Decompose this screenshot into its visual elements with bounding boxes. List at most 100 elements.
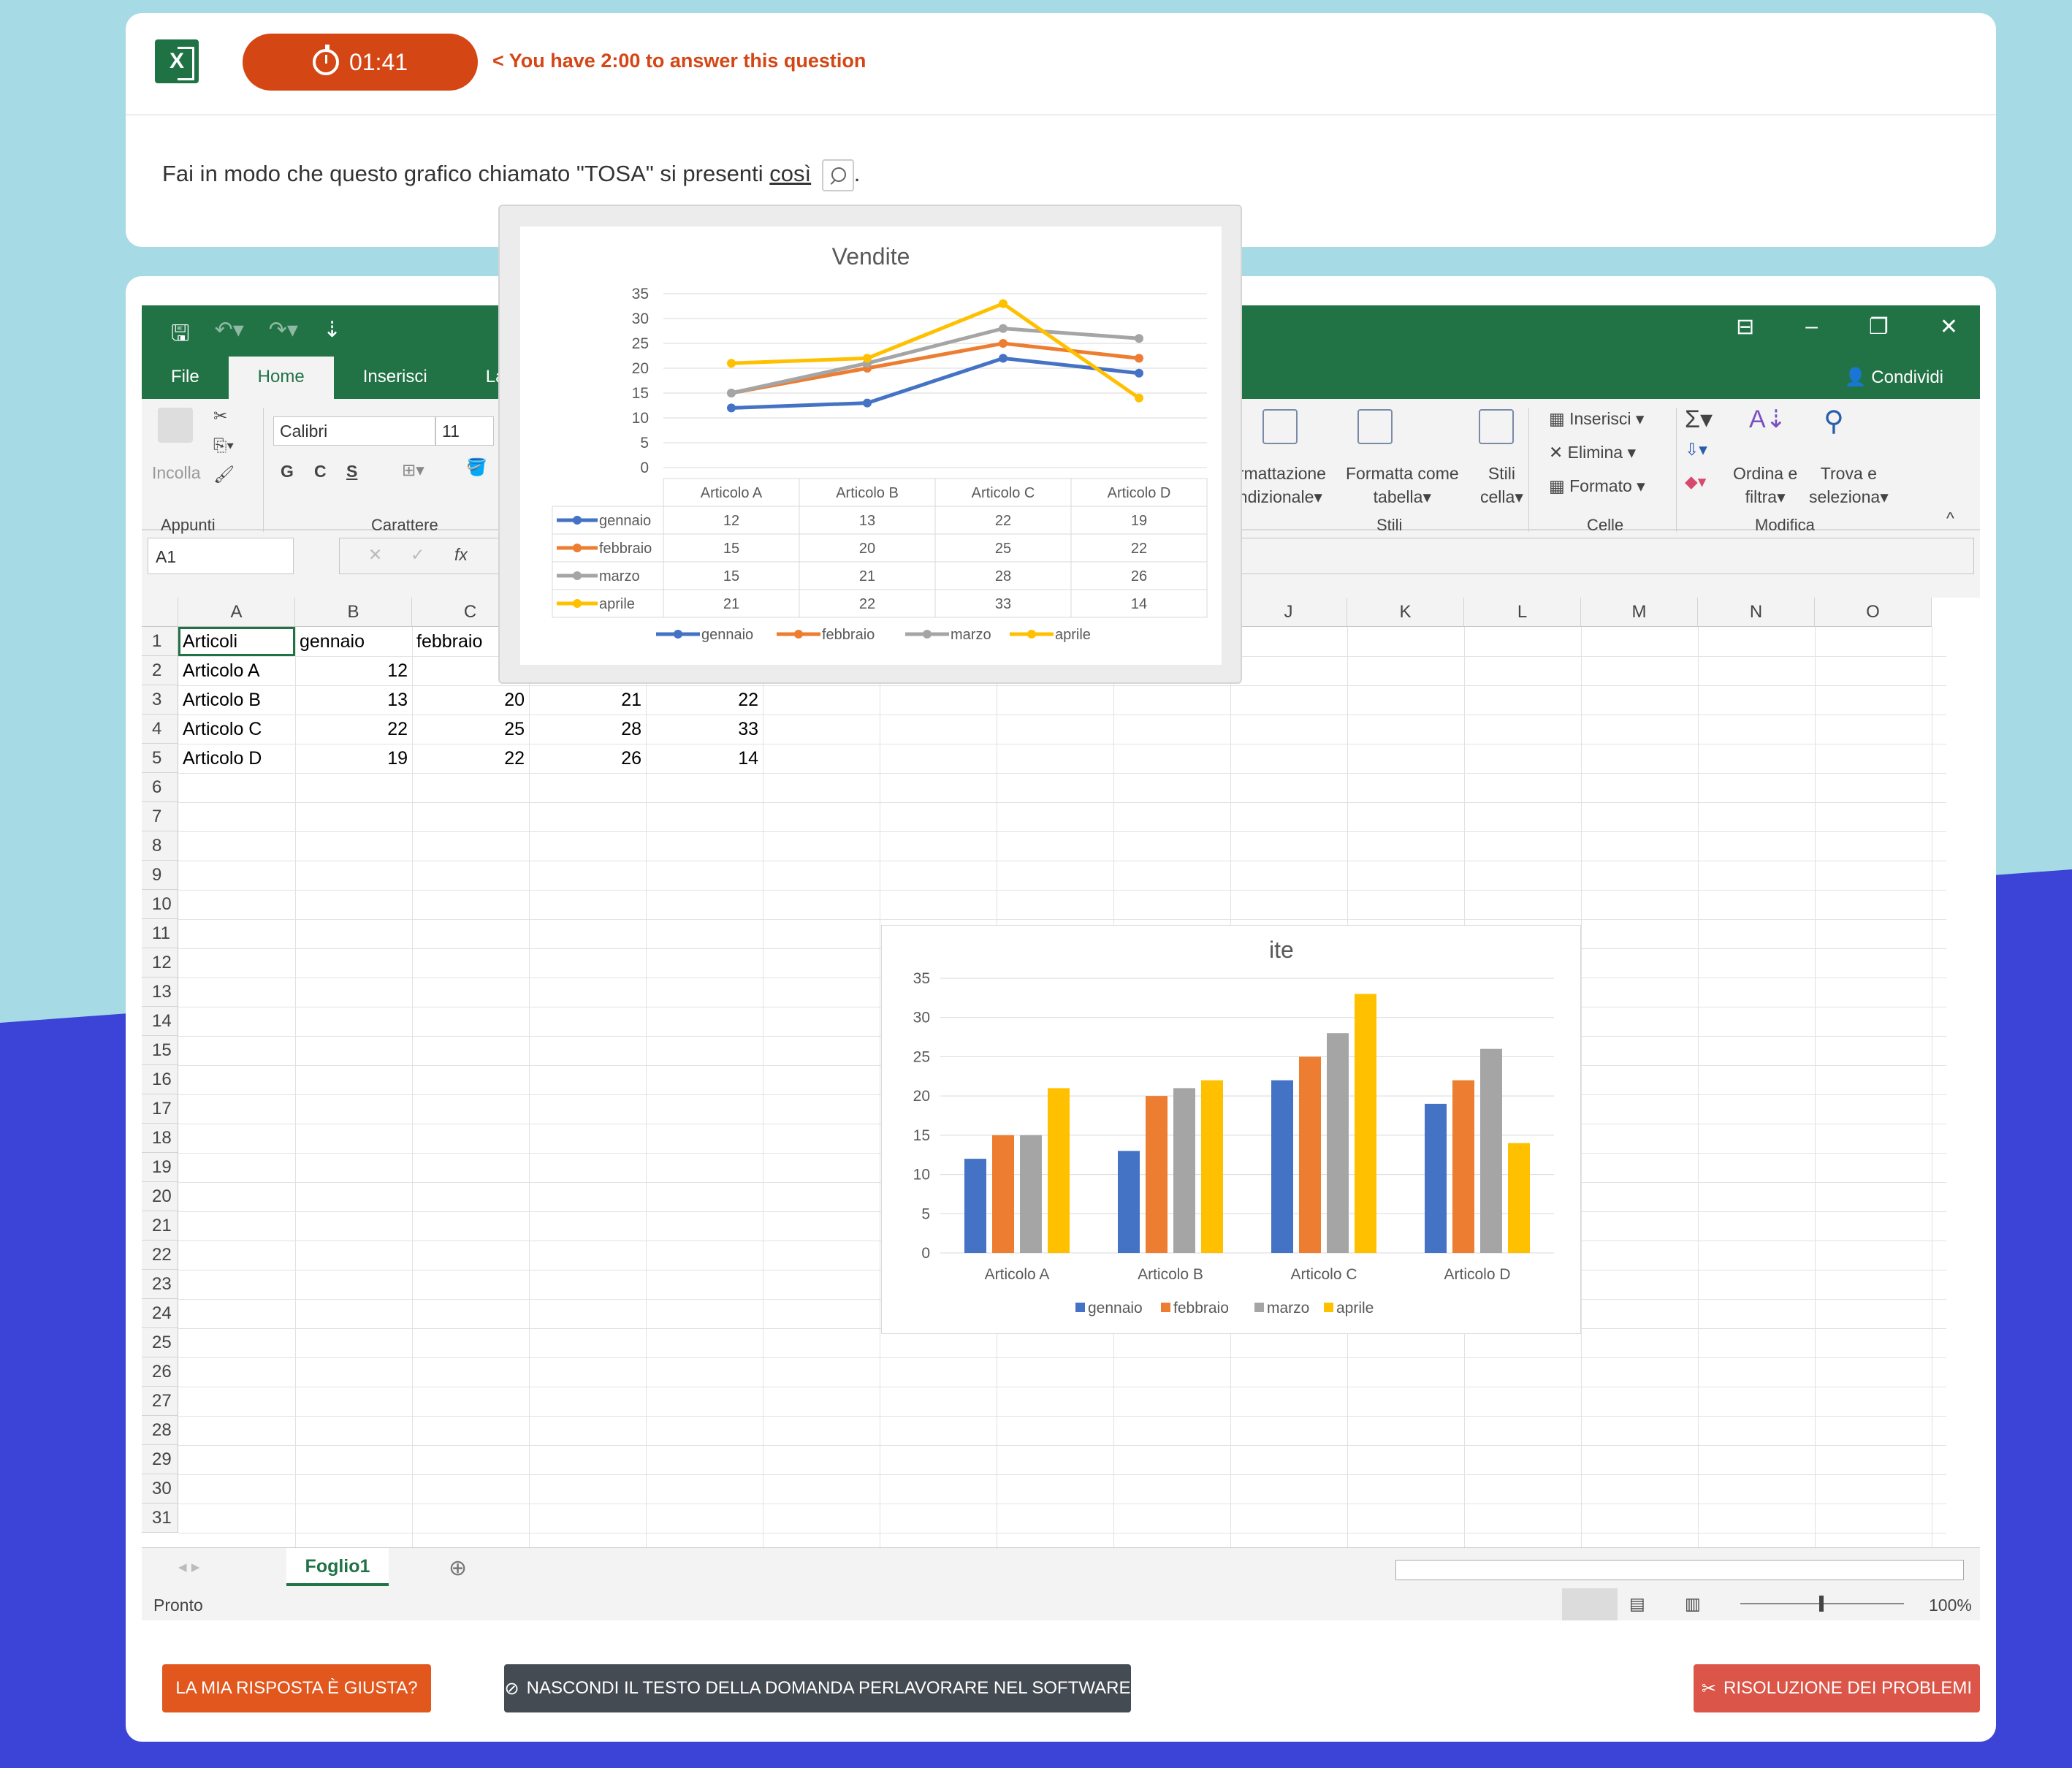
enter-icon[interactable]: ✓ [411,545,425,564]
paste-label[interactable]: Incolla [152,463,201,482]
row-header[interactable]: 17 [142,1094,178,1124]
cell[interactable]: gennaio [300,631,365,652]
customize-icon[interactable]: ⇣ [322,318,342,342]
spreadsheet-grid[interactable]: A B C J K L M N O 1 2 3 4 5 6 7 8 9 10 11 12 13 14 15 16 17 18 19 20… [142,598,1980,1547]
page-layout-icon[interactable]: ▤ [1629,1594,1645,1613]
sort-filter-icon[interactable]: A⇣ [1749,405,1787,433]
undo-icon[interactable]: ↶▾ [214,318,244,342]
row-header[interactable]: 7 [142,802,178,831]
fill-icon[interactable]: ⇩▾ [1685,440,1707,459]
cell[interactable]: Articolo B [183,690,261,710]
row-header[interactable]: 19 [142,1153,178,1182]
select-all[interactable] [142,598,178,627]
row-header[interactable]: 18 [142,1124,178,1153]
column-header[interactable]: K [1347,598,1464,627]
row-header[interactable]: 10 [142,890,178,919]
cell[interactable]: Articolo A [183,660,260,681]
paste-icon[interactable] [158,408,193,443]
row-header[interactable]: 4 [142,715,178,744]
tab-file[interactable]: File [171,367,199,386]
cancel-icon[interactable]: ✕ [368,545,383,564]
cell[interactable]: Articolo D [183,748,262,769]
row-header[interactable]: 16 [142,1065,178,1094]
close-icon[interactable]: ✕ [1939,315,1958,339]
redo-icon[interactable]: ↷▾ [268,318,298,342]
clear-icon[interactable]: ◆▾ [1685,472,1707,491]
format-table-label[interactable]: Formatta come tabella▾ [1346,464,1459,506]
row-header[interactable]: 20 [142,1182,178,1211]
row-header[interactable]: 8 [142,831,178,861]
underline-button[interactable]: S [346,462,358,481]
add-sheet-icon[interactable]: ⊕ [449,1556,468,1580]
row-header[interactable]: 12 [142,948,178,978]
find-select-label[interactable]: Trova e seleziona▾ [1809,464,1889,506]
cell[interactable]: Articolo C [183,719,262,739]
function-icon[interactable]: fx [454,545,468,564]
cell[interactable]: 28 [621,719,641,739]
conditional-format-label[interactable]: ormattazione ondizionale▾ [1229,464,1326,506]
cell[interactable]: 12 [387,660,408,681]
insert-cells-button[interactable]: ▦ Inserisci ▾ [1549,409,1645,428]
cell[interactable]: Articoli [183,631,238,652]
conditional-format-icon[interactable] [1262,409,1298,444]
save-icon[interactable]: 🖫 [171,321,190,346]
row-header[interactable]: 29 [142,1445,178,1474]
row-header[interactable]: 13 [142,978,178,1007]
cell[interactable]: 19 [387,748,408,769]
cell-styles-label[interactable]: Stili cella▾ [1480,464,1523,506]
cell[interactable]: 20 [504,690,525,710]
row-header[interactable]: 2 [142,656,178,685]
border-icon[interactable]: ⊞▾ [402,460,424,479]
copy-icon[interactable]: ⎘▾ [213,435,235,454]
column-header[interactable]: A [178,598,295,627]
share-button[interactable]: 👤 Condividi [1844,367,1943,387]
sheet-tab[interactable]: Foglio1 [286,1548,389,1586]
column-header[interactable]: L [1464,598,1581,627]
column-header[interactable]: M [1581,598,1698,627]
row-header[interactable]: 15 [142,1036,178,1065]
fill-color-icon[interactable]: 🪣 [466,457,487,476]
row-header[interactable]: 21 [142,1211,178,1241]
zoom-icon[interactable] [821,159,854,191]
autosum-icon[interactable]: Σ▾ [1685,405,1713,433]
bar-chart-area[interactable]: ite 0 5 10 15 20 25 30 35 Articolo A Articolo B Art… [881,925,1581,1334]
cell[interactable]: 25 [504,719,525,739]
row-header[interactable]: 25 [142,1328,178,1357]
row-header[interactable]: 28 [142,1416,178,1445]
column-header[interactable]: N [1698,598,1815,627]
font-name-select[interactable]: Calibri [273,416,435,446]
cell[interactable]: 26 [621,748,641,769]
cell[interactable]: 14 [738,748,758,769]
row-header[interactable]: 26 [142,1357,178,1387]
cut-icon[interactable]: ✂ [213,406,228,425]
column-header[interactable]: O [1815,598,1932,627]
sheet-nav-icon[interactable]: ◂ ▸ [178,1557,200,1576]
cell[interactable]: febbraio [416,631,483,652]
check-answer-button[interactable]: LA MIA RISPOSTA È GIUSTA? [162,1664,431,1712]
font-size-select[interactable]: 11 [435,416,494,446]
cell[interactable]: 13 [387,690,408,710]
cell[interactable]: 22 [738,690,758,710]
zoom-thumb[interactable] [1819,1596,1824,1612]
row-header[interactable]: 6 [142,773,178,802]
row-header[interactable]: 24 [142,1299,178,1328]
italic-button[interactable]: C [314,462,327,481]
format-table-icon[interactable] [1357,409,1393,444]
row-header[interactable]: 14 [142,1007,178,1036]
horizontal-scrollbar[interactable] [1395,1560,1964,1580]
column-header[interactable]: J [1230,598,1347,627]
find-select-icon[interactable]: ⚲ [1824,406,1844,437]
troubleshoot-button[interactable]: ✂ RISOLUZIONE DEI PROBLEMI [1694,1664,1980,1712]
minimize-icon[interactable]: – [1805,314,1818,338]
cell[interactable]: 22 [504,748,525,769]
cell[interactable]: 21 [621,690,641,710]
column-header[interactable]: B [295,598,412,627]
bold-button[interactable]: G [281,462,294,481]
row-header[interactable]: 23 [142,1270,178,1299]
sort-filter-label[interactable]: Ordina e filtra▾ [1733,464,1798,506]
restore-icon[interactable]: ❐ [1868,315,1889,339]
row-header[interactable]: 9 [142,861,178,890]
row-header[interactable]: 22 [142,1241,178,1270]
page-break-icon[interactable]: ▥ [1685,1594,1701,1613]
row-header[interactable]: 3 [142,685,178,715]
